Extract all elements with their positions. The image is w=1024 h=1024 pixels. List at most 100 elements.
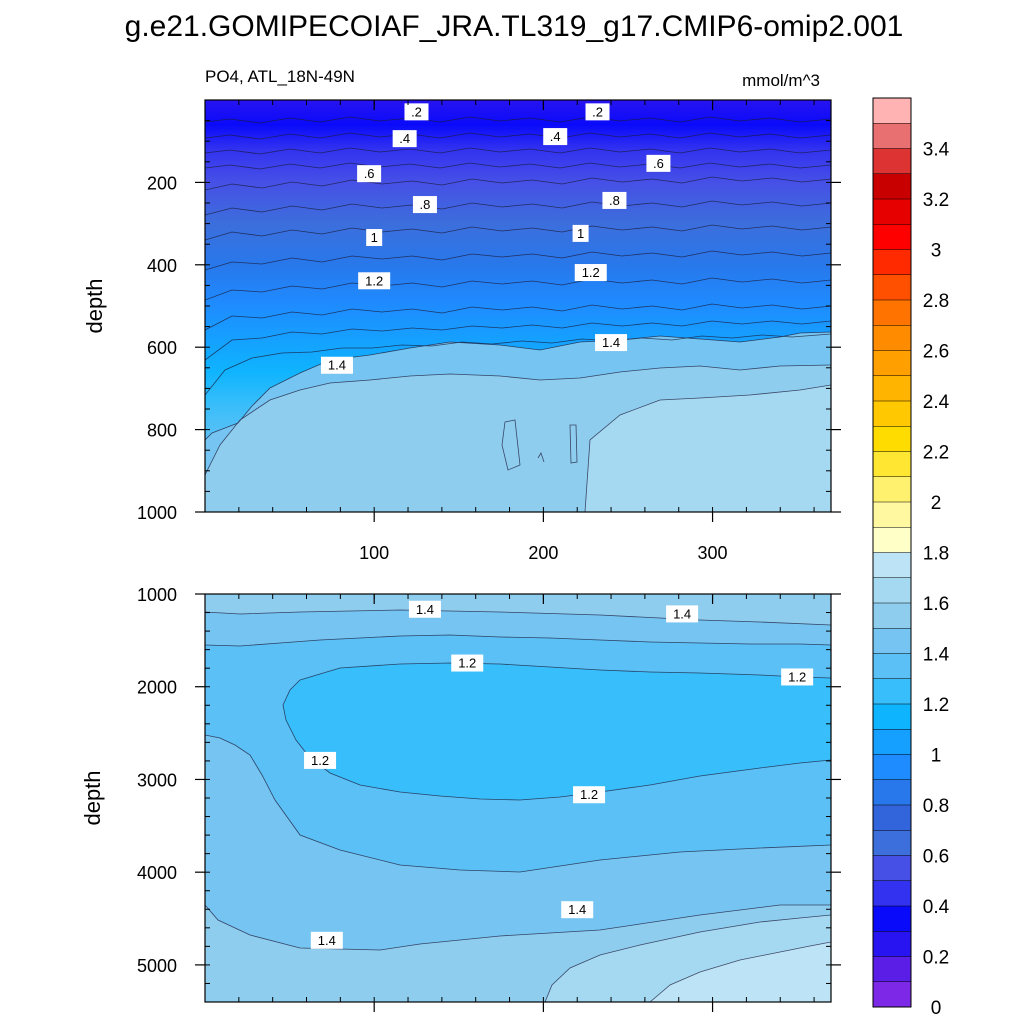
colorbar-label: 3.2: [923, 190, 949, 211]
colorbar-label: 1: [931, 746, 942, 767]
colorbar-label: 2.2: [923, 443, 949, 464]
contour-label: 1.4: [666, 605, 699, 623]
contour-label-text: .4: [550, 129, 561, 144]
colorbar-swatch: [873, 249, 911, 276]
upper-y-axis: 200 400 600 800 1000: [137, 120, 841, 523]
contour-label-text: .2: [411, 104, 422, 119]
colorbar-swatch: [873, 451, 911, 478]
contour-label: 1.2: [304, 751, 337, 769]
upper-contour-labels: .2 .2 .4 .4 .6 .6 .8 .8 1 1 1.2 1.2 1.4 1.4: [320, 103, 671, 374]
lower-plot-area: 1.4 1.4 1.2 1.2 1.2 1.2 1.4 1.4: [205, 594, 831, 1002]
colorbar-label: 1.2: [923, 695, 949, 716]
contour-label: 1.4: [310, 931, 343, 949]
x-tick-label: 100: [359, 543, 389, 563]
y-tick-label: 2000: [137, 678, 177, 698]
colorbar-swatch: [873, 148, 911, 175]
lower-y-axis: 1000 2000 3000 4000 5000: [137, 585, 841, 984]
contour-label-text: .6: [364, 166, 375, 181]
y-tick-label: 3000: [137, 770, 177, 790]
colorbar-label: 1.6: [923, 594, 949, 615]
contour-label: .6: [646, 154, 671, 172]
contour-label-box: [358, 272, 391, 290]
contour-label: 1.2: [573, 786, 606, 804]
contour-label-box: [666, 605, 699, 623]
contour-label-box: [595, 334, 628, 352]
contour-label-text: .8: [609, 193, 620, 208]
colorbar-swatch: [873, 350, 911, 377]
contour-label-box: [357, 165, 382, 183]
panel-units-label: mmol/m^3: [742, 71, 820, 90]
contour-label: 1.4: [408, 600, 441, 618]
colorbar-swatch: [873, 981, 911, 1008]
lower-contour-lines: [205, 609, 831, 1002]
contour-label: 1.2: [358, 272, 391, 290]
y-tick-label: 600: [147, 338, 177, 358]
contour-label-text: 1.2: [788, 669, 806, 684]
colorbar-swatch: [873, 199, 911, 225]
panel-subtitle-left: PO4, ATL_18N-49N: [205, 67, 355, 86]
x-tick-label: 300: [698, 543, 728, 563]
colorbar-swatch: [873, 325, 911, 351]
upper-panel: .2 .2 .4 .4 .6 .6 .8 .8 1 1 1.2 1.2 1.4 1.4 100 200 300…: [82, 99, 841, 563]
colorbar-swatch: [873, 300, 911, 326]
contour-label-text: 1: [371, 230, 378, 245]
colorbar-swatch: [873, 628, 911, 654]
y-tick-label: 200: [147, 173, 177, 193]
contour-label: 1.4: [320, 356, 353, 374]
y-tick-label: 400: [147, 256, 177, 276]
colorbar-label: 0.2: [923, 948, 949, 969]
colorbar-swatch: [873, 224, 911, 250]
upper-contour-lines: [205, 116, 831, 512]
contour-label-text: 1.4: [602, 335, 620, 350]
contour-label-text: 1.4: [673, 606, 691, 621]
contour-label-text: 1.2: [582, 265, 600, 280]
contour-label: 1.2: [574, 264, 607, 282]
colorbar-swatch: [873, 274, 911, 301]
contour-label-text: .8: [420, 197, 431, 212]
colorbar-label: 2: [931, 493, 942, 514]
figure-title: g.e21.GOMIPECOIAF_JRA.TL319_g17.CMIP6-om…: [125, 10, 904, 43]
lower-panel: 1.4 1.4 1.2 1.2 1.2 1.2 1.4 1.4 1000 2000 3000 400…: [80, 585, 841, 1012]
colorbar-swatch: [873, 123, 911, 149]
colorbar-label: 2.8: [923, 291, 949, 312]
upper-plot-area: .2 .2 .4 .4 .6 .6 .8 .8 1 1 1.2 1.2 1.4 1.4: [205, 100, 831, 512]
colorbar-label: 2.4: [923, 392, 950, 413]
contour-label-text: .2: [592, 104, 603, 119]
contour-label-text: 1.4: [318, 933, 336, 948]
colorbar-swatch: [873, 830, 911, 856]
contour-label: .4: [392, 130, 417, 148]
contour-label: .2: [404, 103, 429, 121]
contour-label-box: [310, 931, 343, 949]
y-tick-label: 1000: [137, 503, 177, 523]
contour-label-box: [404, 103, 429, 121]
contour-label: 1.4: [595, 334, 628, 352]
contour-label: 1.2: [451, 654, 484, 672]
colorbar-label: 0: [931, 998, 942, 1019]
contour-label: .8: [412, 196, 437, 214]
y-tick-label: 5000: [137, 956, 177, 976]
lower-region-1-2: [283, 663, 831, 800]
contour-label-box: [561, 901, 594, 919]
y-tick-label: 4000: [137, 863, 177, 883]
contour-label: 1.4: [561, 901, 594, 919]
lower-x-axis: [238, 594, 815, 1012]
lower-contour-labels: 1.4 1.4 1.2 1.2 1.2 1.2 1.4 1.4: [304, 600, 814, 949]
colorbar-label: 2.6: [923, 342, 949, 363]
colorbar-label: 3.4: [923, 140, 950, 161]
colorbar-swatch: [873, 653, 911, 680]
colorbar: 3.4 3.2 3 2.8 2.6 2.4 2.2 2 1.8 1.6 1.4 1.2 1 0.8 0.6 0…: [872, 97, 950, 1019]
contour-label-box: [408, 600, 441, 618]
contour-label-box: [366, 229, 383, 247]
contour-label: .4: [543, 128, 568, 146]
contour-label-box: [320, 356, 353, 374]
contour-label-text: 1.2: [311, 753, 329, 768]
contour-label-text: 1.2: [580, 787, 598, 802]
contour-label-box: [602, 191, 627, 209]
colorbar-frame: [872, 97, 912, 1008]
x-tick-label: 200: [528, 543, 558, 563]
contour-label: 1: [572, 224, 589, 242]
lower-y-axis-label: depth: [80, 770, 105, 825]
colorbar-swatch: [873, 754, 911, 781]
colorbar-swatch: [873, 577, 911, 604]
contour-label-box: [451, 654, 484, 672]
